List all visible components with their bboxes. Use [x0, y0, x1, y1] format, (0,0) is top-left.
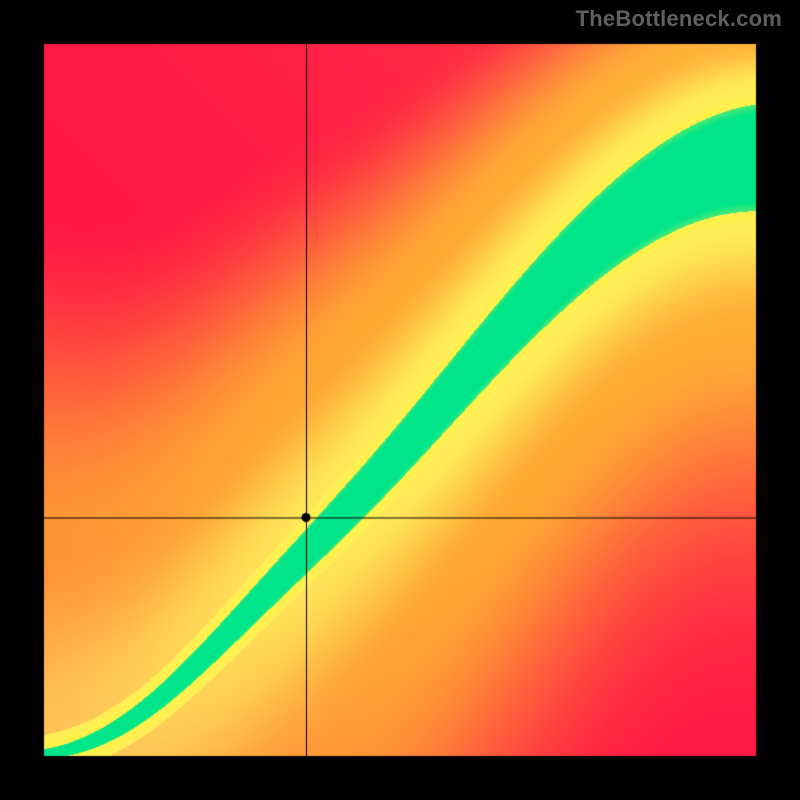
- chart-container: TheBottleneck.com: [0, 0, 800, 800]
- heatmap-canvas: [0, 0, 800, 800]
- attribution-text: TheBottleneck.com: [576, 6, 782, 32]
